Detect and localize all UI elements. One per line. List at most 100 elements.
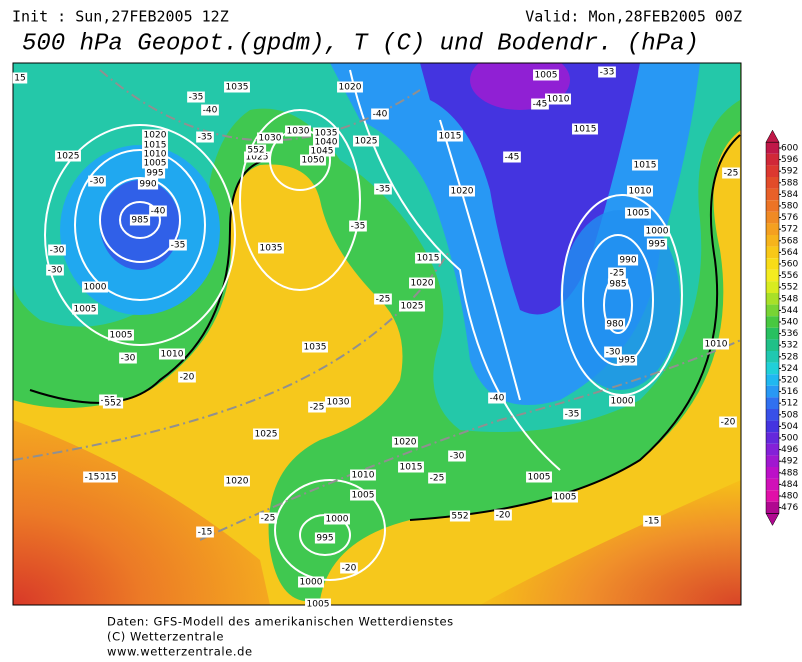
map-label: 1035 bbox=[226, 83, 249, 93]
colorbar-label: 476 bbox=[781, 503, 798, 513]
map-label: 1000 bbox=[646, 227, 669, 237]
map-label-box bbox=[149, 205, 167, 217]
colorbar-label: 520 bbox=[781, 376, 798, 386]
colorbar-bottom-arrow bbox=[765, 513, 780, 526]
map-label: -20 bbox=[721, 418, 736, 428]
map-label-box bbox=[196, 526, 214, 538]
map-label: 1020 bbox=[394, 438, 417, 448]
colorbar-swatch bbox=[766, 397, 779, 409]
colorbar-swatch bbox=[766, 362, 779, 375]
map-label-box bbox=[137, 178, 159, 190]
map-label-box bbox=[253, 428, 279, 440]
map-label: -15 bbox=[198, 528, 213, 538]
colorbar-swatch bbox=[766, 293, 779, 305]
map-label-box bbox=[488, 392, 506, 404]
colorbar-label: 484 bbox=[781, 480, 798, 490]
colorbar-label: 580 bbox=[781, 202, 798, 212]
map-label: 990 bbox=[139, 180, 156, 190]
map-label: 1015 bbox=[417, 254, 440, 264]
colorbar-swatch bbox=[766, 142, 779, 154]
map-label: -35 bbox=[376, 185, 391, 195]
colorbar-label: 480 bbox=[781, 492, 798, 502]
map-label: -30 bbox=[90, 177, 105, 187]
colorbar-label: 528 bbox=[781, 352, 798, 362]
colorbar-swatch bbox=[766, 200, 779, 212]
map-label: 1010 bbox=[547, 95, 570, 105]
map-label-box bbox=[108, 329, 134, 341]
map-label-box bbox=[552, 491, 578, 503]
map-label: -25 bbox=[430, 474, 445, 484]
colorbar-label: 600 bbox=[781, 144, 798, 154]
colorbar-swatch bbox=[766, 304, 779, 317]
map-label: 1005 bbox=[307, 600, 330, 610]
colorbar-label: 516 bbox=[781, 387, 798, 397]
colorbar-label: 492 bbox=[781, 457, 798, 467]
colorbar-swatch bbox=[766, 269, 779, 282]
colorbar-swatch bbox=[766, 327, 779, 340]
map-label-box bbox=[449, 185, 475, 197]
map-label-box bbox=[340, 562, 358, 574]
map-label: 1000 bbox=[84, 283, 107, 293]
map-label-box bbox=[617, 254, 639, 266]
colorbar-swatch bbox=[766, 223, 779, 235]
map-label-box bbox=[72, 303, 98, 315]
map-label-box bbox=[598, 66, 616, 78]
colorbar-swatch bbox=[766, 490, 779, 502]
map-label-box bbox=[428, 472, 446, 484]
map-label: 1030 bbox=[287, 127, 310, 137]
map-label-box bbox=[313, 136, 339, 148]
map-label-box bbox=[92, 471, 118, 483]
map-label: 1020 bbox=[226, 477, 249, 487]
map-label-box bbox=[644, 225, 670, 237]
map-label-box bbox=[350, 469, 376, 481]
map-label-box bbox=[196, 131, 214, 143]
colorbar-swatch bbox=[766, 478, 779, 491]
map-label-box bbox=[572, 123, 598, 135]
map-label: 1005 bbox=[554, 493, 577, 503]
colorbar-label: 504 bbox=[781, 422, 798, 432]
map-label-box bbox=[392, 436, 418, 448]
map-label: 1025 bbox=[246, 153, 269, 163]
map-label-box bbox=[409, 277, 435, 289]
map-label-box bbox=[46, 264, 64, 276]
map-label-box bbox=[142, 148, 168, 160]
map-label: 1000 bbox=[611, 397, 634, 407]
init-time: Init : Sun,27FEB2005 12Z bbox=[12, 8, 229, 26]
map-label-box bbox=[608, 267, 626, 279]
map-label: 1025 bbox=[57, 152, 80, 162]
field-warm-sw bbox=[13, 420, 270, 605]
map-label: -30 bbox=[50, 246, 65, 256]
colorbar-swatch bbox=[766, 351, 779, 363]
map-label-box bbox=[224, 475, 250, 487]
map-label: 1005 bbox=[110, 331, 133, 341]
map-label-box bbox=[607, 278, 629, 290]
map-label-box bbox=[374, 183, 392, 195]
map-label: -25 bbox=[724, 169, 739, 179]
colorbar-label: 572 bbox=[781, 225, 798, 235]
map-label: 1035 bbox=[304, 343, 327, 353]
map-label: -35 bbox=[565, 410, 580, 420]
colorbar: 6005965925885845805765725685645605565525… bbox=[765, 129, 798, 526]
map-label: 980 bbox=[606, 320, 623, 330]
map-label: 1035 bbox=[315, 129, 338, 139]
colorbar-label: 540 bbox=[781, 318, 798, 328]
map-label-box bbox=[305, 598, 331, 610]
map-label: 15 bbox=[14, 74, 25, 84]
map-label-box bbox=[374, 293, 392, 305]
map-label: 1025 bbox=[401, 302, 424, 312]
colorbar-top-arrow bbox=[765, 129, 780, 143]
map-label-box bbox=[399, 300, 425, 312]
map-label-box bbox=[201, 104, 219, 116]
map-label-box bbox=[533, 69, 559, 81]
map-label-box bbox=[643, 515, 661, 527]
map-label: 1005 bbox=[535, 71, 558, 81]
map-field bbox=[13, 63, 741, 605]
map-label-box bbox=[703, 338, 729, 350]
map-label-box bbox=[349, 220, 367, 232]
map-label: 1025 bbox=[355, 137, 378, 147]
map-label: 1005 bbox=[627, 209, 650, 219]
map-label: -15 bbox=[645, 517, 660, 527]
colorbar-swatch bbox=[766, 316, 779, 328]
map-label-box bbox=[144, 167, 166, 179]
map-label: -30 bbox=[606, 348, 621, 358]
